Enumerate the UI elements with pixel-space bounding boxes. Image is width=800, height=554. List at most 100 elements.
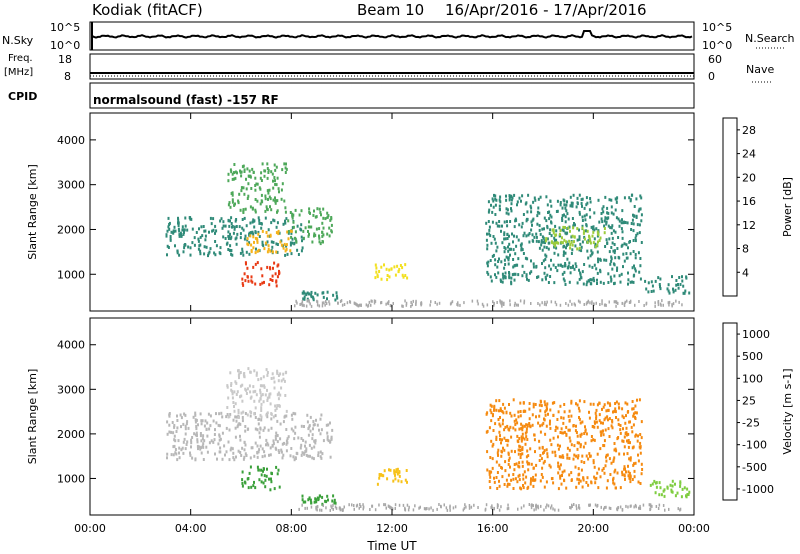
echo-cell bbox=[524, 256, 527, 260]
echo-cell bbox=[256, 237, 259, 241]
echo-cell bbox=[247, 279, 250, 283]
echo-cell bbox=[269, 446, 272, 450]
echo-cell bbox=[614, 256, 617, 260]
echo-cell bbox=[180, 425, 182, 429]
echo-cell bbox=[651, 482, 654, 486]
echo-cell bbox=[386, 274, 389, 277]
echo-cell bbox=[235, 242, 238, 246]
date-range: 16/Apr/2016 - 17/Apr/2016 bbox=[445, 1, 647, 19]
echo-cell bbox=[260, 406, 263, 410]
ground-scatter-cell bbox=[484, 508, 487, 512]
echo-cell bbox=[590, 282, 593, 286]
echo-cell bbox=[510, 209, 513, 213]
echo-cell bbox=[597, 198, 600, 202]
echo-cell bbox=[557, 241, 560, 245]
echo-cell bbox=[559, 444, 561, 448]
echo-cell bbox=[615, 416, 617, 419]
echo-cell bbox=[266, 176, 269, 180]
ground-scatter-cell bbox=[623, 304, 626, 307]
echo-cell bbox=[196, 440, 199, 444]
echo-cell bbox=[247, 427, 250, 431]
echo-cell bbox=[230, 216, 233, 220]
echo-cell bbox=[535, 239, 538, 243]
x-tick-label: 16:00 bbox=[477, 522, 509, 535]
echo-cell bbox=[522, 401, 525, 405]
echo-cell bbox=[498, 422, 501, 426]
echo-cell bbox=[499, 434, 501, 438]
echo-cell bbox=[250, 275, 253, 279]
echo-cell bbox=[390, 267, 393, 271]
echo-cell bbox=[266, 399, 269, 402]
echo-cell bbox=[251, 220, 254, 224]
echo-cell bbox=[275, 431, 278, 435]
echo-cell bbox=[522, 486, 525, 490]
echo-cell bbox=[254, 389, 257, 393]
echo-cell bbox=[270, 426, 273, 430]
echo-cell bbox=[507, 249, 510, 253]
echo-cell bbox=[257, 468, 260, 472]
echo-cell bbox=[521, 221, 524, 225]
ground-scatter-cell bbox=[579, 300, 581, 304]
echo-cell bbox=[233, 171, 235, 175]
echo-cell bbox=[252, 265, 255, 269]
echo-cell bbox=[527, 454, 530, 458]
echo-cell bbox=[544, 410, 547, 414]
echo-cell bbox=[603, 444, 606, 448]
echo-cell bbox=[623, 259, 626, 263]
echo-cell bbox=[196, 444, 199, 448]
echo-cell bbox=[310, 290, 313, 294]
echo-cell bbox=[242, 372, 245, 376]
echo-cell bbox=[239, 208, 242, 212]
echo-cell bbox=[583, 432, 586, 435]
echo-cell bbox=[290, 235, 293, 239]
echo-cell bbox=[565, 203, 568, 207]
echo-region bbox=[374, 263, 409, 282]
echo-cell bbox=[568, 261, 571, 265]
echo-cell bbox=[622, 265, 624, 269]
echo-cell bbox=[282, 377, 285, 381]
echo-cell bbox=[178, 253, 181, 257]
ground-scatter-cell bbox=[402, 304, 404, 308]
echo-cell bbox=[277, 397, 280, 401]
echo-cell bbox=[264, 485, 267, 489]
echo-cell bbox=[610, 246, 613, 249]
echo-cell bbox=[178, 451, 180, 455]
echo-cell bbox=[623, 220, 626, 224]
echo-cell bbox=[209, 414, 212, 418]
echo-cell bbox=[266, 240, 269, 244]
echo-cell bbox=[275, 250, 278, 254]
echo-cell bbox=[593, 475, 596, 479]
echo-cell bbox=[321, 230, 324, 234]
echo-cell bbox=[638, 270, 641, 274]
ground-scatter-cell bbox=[655, 505, 658, 508]
echo-cell bbox=[308, 232, 310, 236]
echo-cell bbox=[173, 424, 176, 427]
echo-cell bbox=[239, 251, 242, 255]
echo-cell bbox=[268, 395, 271, 399]
echo-cell bbox=[251, 230, 254, 234]
echo-cell bbox=[280, 188, 283, 192]
echo-cell bbox=[290, 252, 293, 256]
nsky-tick-hi: 10^5 bbox=[50, 21, 80, 34]
echo-cell bbox=[557, 253, 560, 257]
echo-cell bbox=[634, 411, 637, 415]
echo-cell bbox=[331, 499, 334, 503]
echo-cell bbox=[520, 452, 522, 456]
echo-cell bbox=[570, 235, 573, 239]
echo-cell bbox=[264, 194, 267, 198]
ground-scatter-cell bbox=[456, 302, 458, 306]
echo-cell bbox=[294, 431, 297, 435]
echo-cell bbox=[565, 432, 568, 436]
ground-scatter-cell bbox=[588, 503, 591, 507]
echo-cell bbox=[533, 438, 536, 442]
echo-cell bbox=[269, 278, 272, 281]
echo-cell bbox=[225, 415, 228, 419]
echo-cell bbox=[383, 469, 386, 473]
ground-scatter-cell bbox=[462, 508, 465, 512]
echo-cell bbox=[585, 454, 588, 458]
ground-scatter-cell bbox=[493, 303, 495, 307]
echo-cell bbox=[575, 485, 578, 489]
echo-cell bbox=[276, 243, 279, 246]
echo-cell bbox=[560, 427, 563, 431]
echo-cell bbox=[605, 258, 608, 262]
